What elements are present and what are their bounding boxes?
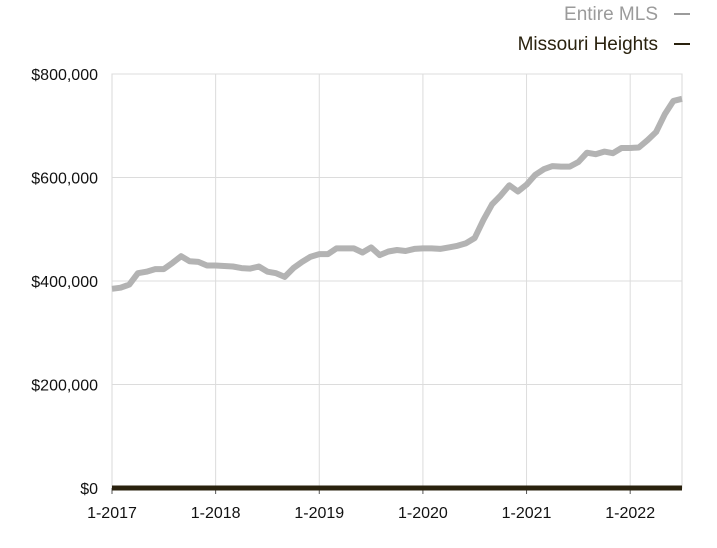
legend-label-entire-mls: Entire MLS [564,4,658,25]
y-tick-label: $200,000 [31,378,98,395]
legend-label-missouri-heights: Missouri Heights [518,34,658,55]
y-tick-label: $400,000 [31,274,98,291]
x-tick-label: 1-2021 [502,505,552,522]
x-tick-label: 1-2018 [191,505,241,522]
x-tick-label: 1-2020 [398,505,448,522]
y-tick-label: $600,000 [31,171,98,188]
series-line-entire-mls [111,95,683,292]
y-tick-label: $0 [80,481,98,498]
x-tick-label: 1-2017 [87,505,137,522]
x-tick-label: 1-2022 [605,505,655,522]
x-tick-label: 1-2019 [294,505,344,522]
y-tick-label: $800,000 [31,67,98,84]
